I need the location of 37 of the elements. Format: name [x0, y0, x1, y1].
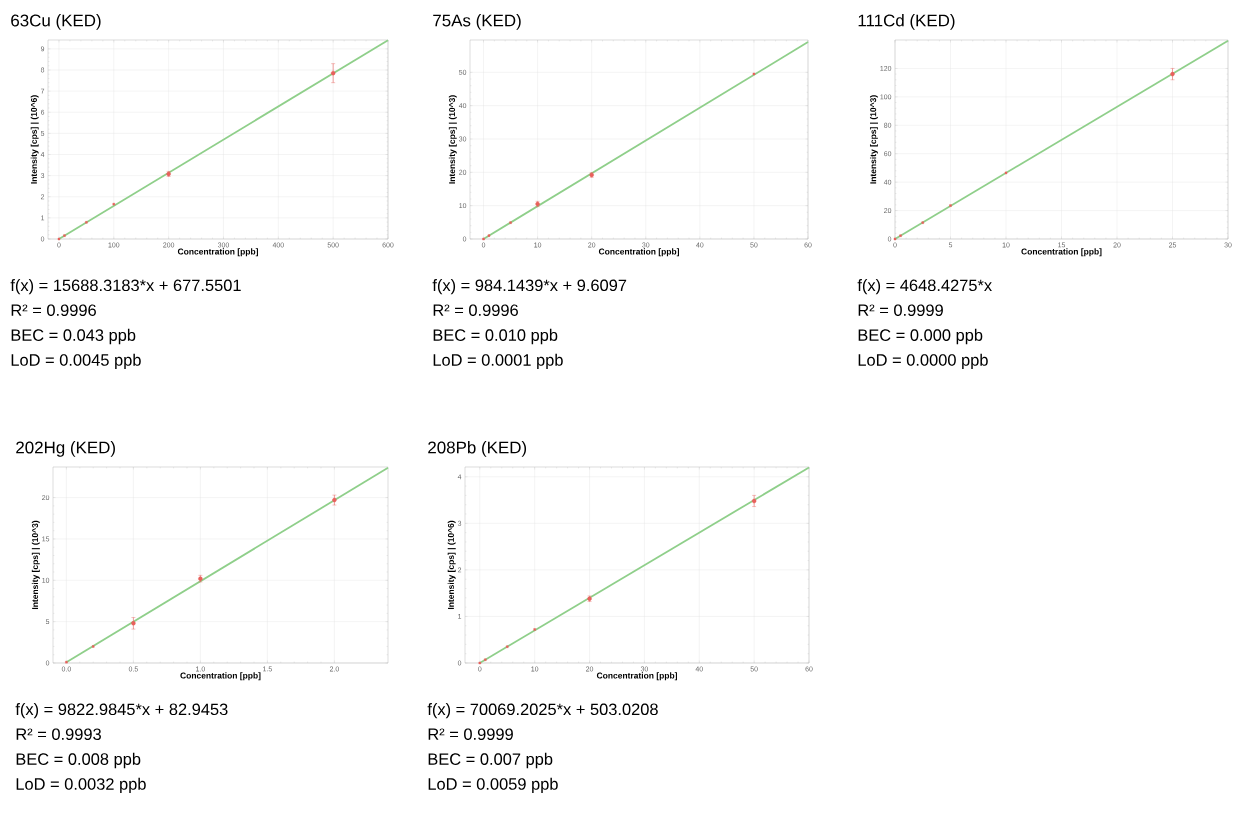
- text: f(x) = 70069.2025*x + 503.0208: [427, 703, 658, 719]
- chart-title: 111Cd (KED): [858, 14, 955, 30]
- text: R² = 0.9996: [433, 304, 518, 317]
- x-axis-title: Concentration [ppb]: [177, 248, 258, 257]
- chart-title: 63Cu (KED): [11, 14, 101, 30]
- text: R² = 0.9999: [428, 728, 513, 741]
- text: f(x) = 9822.9845*x + 82.9453: [15, 703, 228, 719]
- x-axis-title: Concentration [ppb]: [180, 672, 261, 681]
- text: LoD = 0.0059 ppb: [428, 777, 558, 794]
- text: R² = 0.9993: [16, 728, 101, 741]
- text: BEC = 0.007 ppb: [428, 752, 553, 769]
- x-axis-title: Concentration [ppb]: [596, 672, 677, 681]
- text: BEC = 0.010 ppb: [433, 328, 558, 345]
- chart-title: 202Hg (KED): [16, 441, 115, 457]
- chart-title: 208Pb (KED): [428, 441, 527, 457]
- text: LoD = 0.0001 ppb: [433, 353, 563, 370]
- x-axis-title: Concentration [ppb]: [1021, 248, 1102, 257]
- text: f(x) = 984.1439*x + 9.6097: [432, 279, 627, 295]
- text: f(x) = 15688.3183*x + 677.5501: [10, 279, 241, 295]
- y-axis-title: Intensity [cps] | (10^6): [30, 95, 39, 184]
- y-axis-title: Intensity [cps] | (10^3): [31, 520, 40, 610]
- text: BEC = 0.043 ppb: [11, 328, 136, 345]
- y-axis-title: Intensity [cps] | (10^3): [448, 95, 457, 184]
- x-axis-title: Concentration [ppb]: [598, 248, 679, 257]
- text: R² = 0.9999: [858, 304, 943, 317]
- text: BEC = 0.000 ppb: [858, 328, 983, 345]
- text: BEC = 0.008 ppb: [16, 752, 141, 769]
- chart-title: 75As (KED): [433, 14, 521, 30]
- text: LoD = 0.0045 ppb: [11, 353, 141, 370]
- point: [92, 645, 95, 648]
- text: R² = 0.9996: [11, 304, 96, 317]
- y-axis-title: Intensity [cps] | (10^6): [447, 520, 456, 610]
- text: f(x) = 4648.4275*x: [857, 279, 992, 295]
- text: LoD = 0.0000 ppb: [858, 353, 988, 370]
- y-axis-title: Intensity [cps] | (10^3): [869, 95, 878, 184]
- point: [478, 661, 482, 665]
- text: LoD = 0.0032 ppb: [16, 777, 146, 794]
